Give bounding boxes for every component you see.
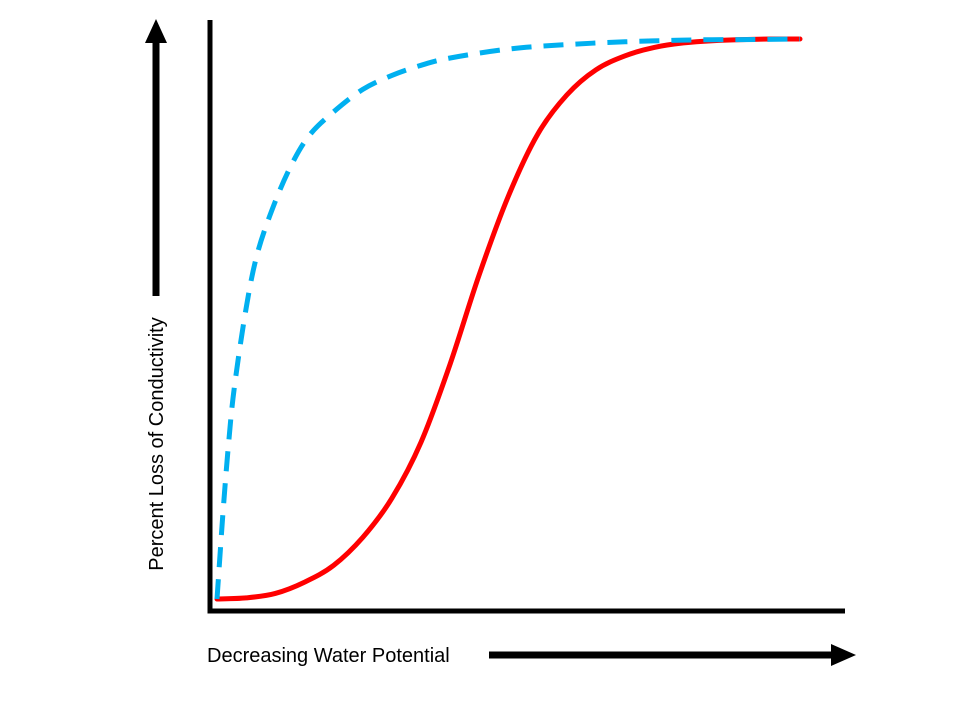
x-direction-arrow-icon	[831, 644, 856, 666]
plot-lines	[214, 36, 803, 602]
solid-red-series-line	[214, 36, 803, 602]
dashed-blue-series-line	[214, 36, 801, 600]
y-axis-label: Percent Loss of Conductivity	[146, 317, 168, 570]
x-axis-label: Decreasing Water Potential	[207, 645, 450, 667]
y-direction-arrow-icon	[145, 19, 167, 43]
